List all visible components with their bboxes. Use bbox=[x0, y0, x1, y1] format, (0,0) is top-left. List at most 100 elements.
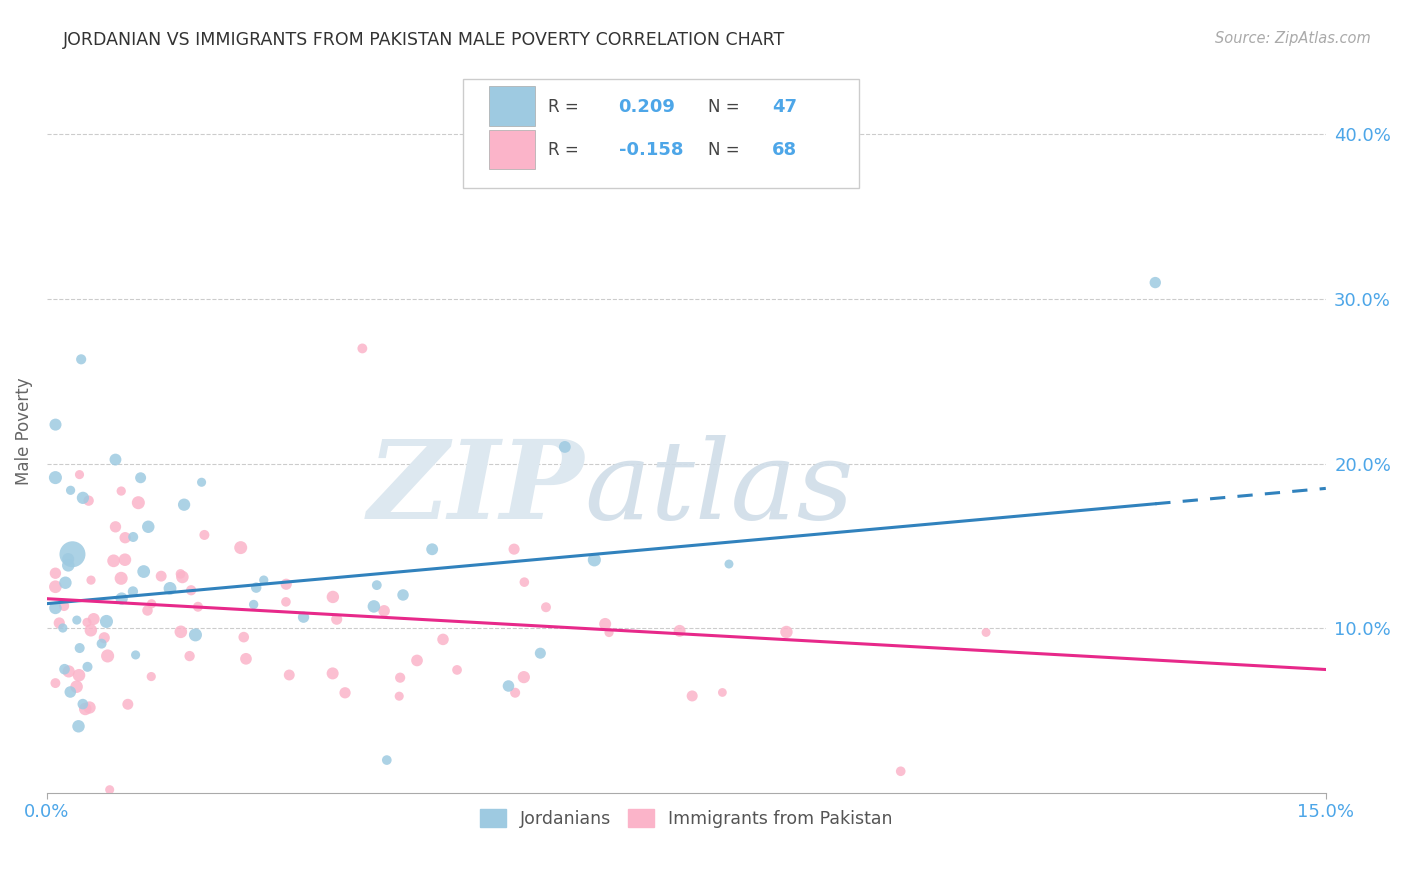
Point bbox=[65, 680, 87, 694]
Point bbox=[352, 342, 374, 356]
Point bbox=[96, 615, 118, 629]
Point bbox=[187, 599, 209, 614]
Text: R =: R = bbox=[548, 98, 585, 116]
Point bbox=[69, 467, 91, 482]
Point bbox=[366, 578, 388, 592]
Point bbox=[775, 624, 797, 639]
Point bbox=[110, 571, 132, 585]
Point bbox=[111, 591, 134, 606]
Point bbox=[170, 624, 193, 639]
Point bbox=[67, 719, 90, 733]
Point bbox=[44, 601, 66, 615]
Text: N =: N = bbox=[709, 98, 745, 116]
Point bbox=[48, 615, 70, 630]
Point bbox=[67, 668, 90, 682]
Point bbox=[44, 580, 66, 594]
Point bbox=[72, 491, 94, 505]
Point bbox=[117, 698, 139, 712]
Point bbox=[55, 575, 77, 590]
Point bbox=[98, 782, 121, 797]
Point bbox=[529, 646, 551, 660]
Text: atlas: atlas bbox=[583, 435, 853, 542]
Point bbox=[363, 599, 385, 614]
Point bbox=[974, 625, 997, 640]
Point bbox=[190, 475, 212, 490]
Point bbox=[53, 662, 76, 676]
Point bbox=[432, 632, 454, 647]
Point bbox=[375, 753, 398, 767]
Point bbox=[180, 583, 202, 598]
Text: -0.158: -0.158 bbox=[619, 142, 683, 160]
Point bbox=[276, 577, 298, 591]
Point bbox=[90, 637, 112, 651]
Point bbox=[150, 569, 173, 583]
Point bbox=[132, 565, 155, 579]
Point bbox=[333, 686, 356, 700]
Text: N =: N = bbox=[709, 142, 745, 160]
Point bbox=[141, 597, 163, 611]
Point bbox=[136, 603, 159, 617]
Text: ZIP: ZIP bbox=[367, 435, 583, 542]
Point bbox=[274, 595, 297, 609]
Point bbox=[97, 648, 120, 663]
Point bbox=[104, 520, 127, 534]
Text: 0.209: 0.209 bbox=[619, 98, 675, 116]
Point bbox=[103, 554, 125, 568]
Point bbox=[253, 573, 276, 587]
FancyBboxPatch shape bbox=[463, 79, 859, 188]
Point bbox=[69, 641, 91, 656]
Text: JORDANIAN VS IMMIGRANTS FROM PAKISTAN MALE POVERTY CORRELATION CHART: JORDANIAN VS IMMIGRANTS FROM PAKISTAN MA… bbox=[63, 31, 786, 49]
Point bbox=[503, 686, 526, 700]
Point bbox=[75, 702, 97, 716]
Point bbox=[122, 530, 145, 544]
Point bbox=[292, 610, 315, 624]
Point bbox=[668, 624, 690, 638]
Point bbox=[122, 584, 145, 599]
Point bbox=[80, 573, 103, 587]
Point bbox=[83, 612, 105, 626]
Point bbox=[420, 542, 443, 557]
Point bbox=[392, 588, 415, 602]
Point bbox=[76, 660, 98, 674]
Point bbox=[498, 679, 520, 693]
Point bbox=[583, 553, 606, 567]
FancyBboxPatch shape bbox=[489, 130, 536, 169]
Point bbox=[59, 685, 82, 699]
Point bbox=[56, 552, 79, 566]
Point bbox=[322, 666, 344, 681]
Point bbox=[229, 541, 252, 555]
Point bbox=[245, 581, 267, 595]
FancyBboxPatch shape bbox=[489, 87, 536, 126]
Text: Source: ZipAtlas.com: Source: ZipAtlas.com bbox=[1215, 31, 1371, 46]
Point bbox=[44, 470, 66, 484]
Point bbox=[136, 520, 159, 534]
Point bbox=[503, 542, 526, 557]
Point bbox=[406, 653, 429, 667]
Point bbox=[70, 352, 93, 367]
Point bbox=[179, 649, 201, 664]
Point bbox=[325, 612, 347, 626]
Point bbox=[114, 531, 136, 545]
Point bbox=[44, 676, 66, 690]
Point bbox=[389, 671, 412, 685]
Point bbox=[93, 631, 115, 645]
Point bbox=[72, 697, 94, 711]
Point bbox=[598, 625, 620, 640]
Text: 68: 68 bbox=[772, 142, 797, 160]
Legend: Jordanians, Immigrants from Pakistan: Jordanians, Immigrants from Pakistan bbox=[472, 803, 900, 835]
Point bbox=[169, 566, 191, 581]
Point bbox=[890, 764, 912, 779]
Point bbox=[1144, 276, 1167, 290]
Point bbox=[232, 630, 254, 644]
Y-axis label: Male Poverty: Male Poverty bbox=[15, 377, 32, 484]
Point bbox=[66, 613, 89, 627]
Point bbox=[172, 570, 194, 584]
Point bbox=[124, 648, 146, 662]
Point bbox=[79, 700, 101, 714]
Point bbox=[77, 493, 100, 508]
Point bbox=[76, 615, 98, 630]
Point bbox=[593, 616, 616, 631]
Point bbox=[44, 566, 66, 581]
Point bbox=[59, 483, 82, 498]
Point bbox=[242, 598, 264, 612]
